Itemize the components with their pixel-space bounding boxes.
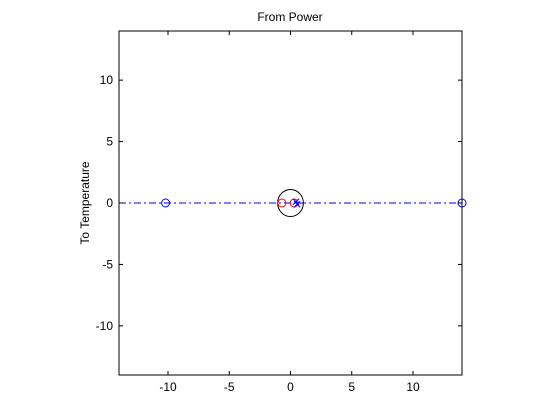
x-tick-label: 10 [406, 380, 420, 394]
y-tick-label: -5 [102, 257, 113, 271]
x-tick-label: -10 [159, 380, 177, 394]
y-tick-label: 5 [106, 135, 113, 149]
plot-content [119, 188, 467, 218]
x-tick-label: -5 [224, 380, 235, 394]
y-axis-label: To Temperature [78, 161, 92, 244]
zero-marker-red [277, 198, 287, 208]
y-tick-label: 10 [100, 73, 114, 87]
pole-marker [293, 200, 301, 208]
y-tick-label: 0 [106, 196, 113, 210]
chart-title: From Power [257, 10, 322, 24]
pole-stroke [293, 200, 301, 208]
x-tick-label: 5 [348, 380, 355, 394]
pole-stroke [292, 198, 300, 206]
y-tick-label: -10 [96, 319, 114, 333]
zero-marker-blue [161, 198, 171, 208]
x-tick-label: 0 [287, 380, 294, 394]
ticks: -10 -5 0 5 10 -10 -5 0 5 10 [96, 31, 462, 394]
